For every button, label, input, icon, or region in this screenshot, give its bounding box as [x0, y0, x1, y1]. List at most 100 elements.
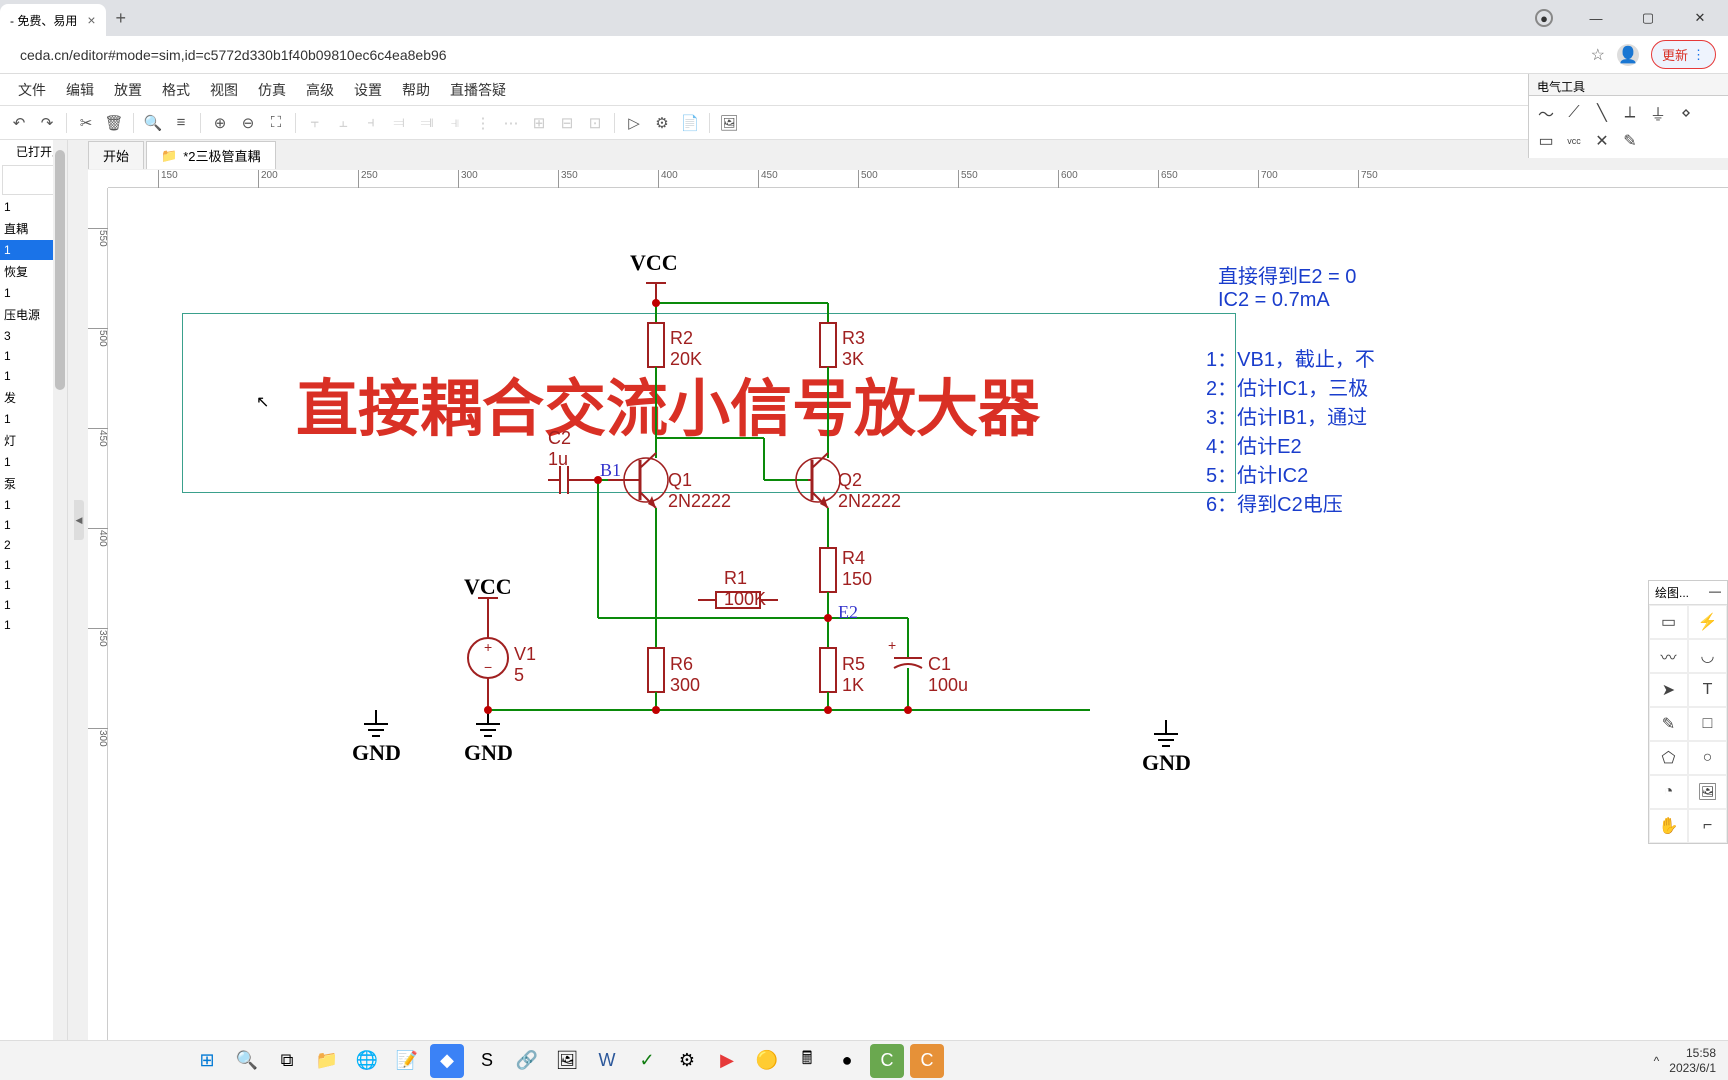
minimize-icon[interactable]: —	[1574, 3, 1618, 33]
taskbar-app5[interactable]: ▶	[710, 1044, 744, 1078]
undo-icon[interactable]: ↶	[6, 110, 32, 136]
gnd-icon[interactable]: ⏚	[1647, 102, 1669, 124]
svg-text:+: +	[888, 637, 896, 653]
taskbar-notes[interactable]: 📝	[390, 1044, 424, 1078]
label-vcc-left: VCC	[464, 574, 512, 600]
schematic-canvas[interactable]: 150200250300350400450500550600650700750 …	[88, 170, 1728, 1040]
ruler-vertical: 550500450400350300	[88, 188, 108, 1040]
url-field[interactable]: ceda.cn/editor#mode=sim,id=c5772d330b1f4…	[12, 47, 1591, 63]
line-icon[interactable]: ╲	[1591, 102, 1613, 124]
align-right-icon: ⫞	[358, 110, 384, 136]
taskbar-clock[interactable]: 15:58 2023/6/1	[1669, 1046, 1716, 1075]
flag-icon[interactable]: ▭	[1535, 130, 1557, 152]
draw-panel-minimize[interactable]: —	[1709, 584, 1721, 601]
draw-flash-icon[interactable]: ⚡	[1688, 605, 1727, 639]
draw-text-icon[interactable]: T	[1688, 673, 1727, 707]
menu-format[interactable]: 格式	[152, 80, 200, 100]
bookmark-icon[interactable]: ☆	[1591, 45, 1605, 65]
label-r3: R33K	[842, 328, 865, 370]
menu-edit[interactable]: 编辑	[56, 80, 104, 100]
browser-tab[interactable]: - 免费、易用 ×	[0, 4, 106, 36]
draw-circle-icon[interactable]: ○	[1688, 741, 1727, 775]
cut-icon[interactable]: ✂	[73, 110, 99, 136]
draw-hand-icon[interactable]: ✋	[1649, 809, 1688, 843]
label-gnd2: GND	[464, 740, 513, 766]
taskbar-app3[interactable]: ✓	[630, 1044, 664, 1078]
dist-v-icon: ⋯	[498, 110, 524, 136]
schematic-area[interactable]: ↖ 直接耦合交流小信号放大器	[108, 188, 1728, 1040]
wire-icon[interactable]: 〜	[1535, 102, 1557, 124]
close-window-icon[interactable]: ✕	[1678, 3, 1722, 33]
draw-square-icon[interactable]: □	[1688, 707, 1727, 741]
draw-line-icon[interactable]: ⌐	[1688, 809, 1727, 843]
pwr-icon[interactable]: ⋄	[1675, 102, 1697, 124]
menu-settings[interactable]: 设置	[344, 80, 392, 100]
taskbar-app2[interactable]: 🔗	[510, 1044, 544, 1078]
taskbar-chrome[interactable]: 🟡	[750, 1044, 784, 1078]
windows-taskbar: ⊞ 🔍 ⧉ 📁 🌐 📝 ◆ S 🔗 🖼 W ✓ ⚙ ▶ 🟡 🖩 ● C C ^ …	[0, 1040, 1728, 1080]
vcc-icon[interactable]: vcc	[1563, 130, 1585, 152]
run-icon[interactable]: ▷	[621, 110, 647, 136]
toolbar: ↶ ↷ ✂ 🗑 🔍 ≡ ⊕ ⊖ ⛶ ⫟ ⫠ ⫞ ⫤ ⫥ ⫣ ⋮ ⋯ ⊞ ⊟ ⊡ …	[0, 106, 1728, 140]
account-icon[interactable]: ●	[1522, 3, 1566, 33]
taskbar-calc[interactable]: 🖩	[790, 1044, 824, 1078]
taskbar-camtasia[interactable]: C	[870, 1044, 904, 1078]
maximize-icon[interactable]: ▢	[1626, 3, 1670, 33]
zoom-in-icon[interactable]: ⊕	[207, 110, 233, 136]
delete-icon[interactable]: 🗑	[101, 110, 127, 136]
taskbar-image[interactable]: 🖼	[550, 1044, 584, 1078]
address-bar: ceda.cn/editor#mode=sim,id=c5772d330b1f4…	[0, 36, 1728, 74]
sidebar-collapse-icon[interactable]: ◀	[74, 500, 84, 540]
taskbar-explorer[interactable]: 📁	[310, 1044, 344, 1078]
zoom-out-icon[interactable]: ⊖	[235, 110, 261, 136]
taskbar-sogou[interactable]: S	[470, 1044, 504, 1078]
zoom-fit-icon[interactable]: ⛶	[263, 110, 289, 136]
draw-rect-icon[interactable]: ▭	[1649, 605, 1688, 639]
draw-arrow-icon[interactable]: ➤	[1649, 673, 1688, 707]
taskbar-app1[interactable]: ◆	[430, 1044, 464, 1078]
new-tab-button[interactable]: +	[116, 8, 127, 29]
draw-arc-icon[interactable]: ◡	[1688, 639, 1727, 673]
project-sidebar: 已打开工 1 直耦 1 恢复 1 压电源 3 1 1 发 1 灯 1 泵 1 1…	[0, 140, 68, 1040]
label-gnd3: GND	[1142, 750, 1191, 776]
menu-sim[interactable]: 仿真	[248, 80, 296, 100]
draw-image-icon[interactable]: 🖼	[1688, 775, 1727, 809]
taskbar-search[interactable]: 🔍	[230, 1044, 264, 1078]
taskbar-taskview[interactable]: ⧉	[270, 1044, 304, 1078]
taskbar-app7[interactable]: C	[910, 1044, 944, 1078]
tab-home[interactable]: 开始	[88, 141, 144, 169]
menu-advanced[interactable]: 高级	[296, 80, 344, 100]
menu-file[interactable]: 文件	[8, 80, 56, 100]
draw-sector-icon[interactable]: ◔	[1649, 775, 1688, 809]
probe-icon[interactable]: ✎	[1619, 130, 1641, 152]
gear-icon[interactable]: ⚙	[649, 110, 675, 136]
taskbar-edge[interactable]: 🌐	[350, 1044, 384, 1078]
filter-icon[interactable]: ≡	[168, 110, 194, 136]
draw-pencil-icon[interactable]: ✎	[1649, 707, 1688, 741]
taskbar-app6[interactable]: ●	[830, 1044, 864, 1078]
menu-help[interactable]: 帮助	[392, 80, 440, 100]
search-icon[interactable]: 🔍	[140, 110, 166, 136]
image-icon[interactable]: 🖼	[716, 110, 742, 136]
taskbar-word[interactable]: W	[590, 1044, 624, 1078]
tray-chevron-icon[interactable]: ^	[1654, 1054, 1660, 1068]
bus-icon[interactable]: ⟋	[1563, 102, 1585, 124]
tab-document[interactable]: 📁 *2三极管直耦	[146, 141, 275, 169]
document-tabs: 开始 📁 *2三极管直耦	[88, 140, 278, 170]
menu-place[interactable]: 放置	[104, 80, 152, 100]
noconn-icon[interactable]: ✕	[1591, 130, 1613, 152]
menu-live[interactable]: 直播答疑	[440, 80, 516, 100]
align-bottom-icon: ⫣	[442, 110, 468, 136]
update-button[interactable]: 更新⋮	[1651, 40, 1716, 69]
draw-pentagon-icon[interactable]: ⬠	[1649, 741, 1688, 775]
draw-wave-icon[interactable]: 〰	[1649, 639, 1688, 673]
taskbar-app4[interactable]: ⚙	[670, 1044, 704, 1078]
doc-icon[interactable]: 📄	[677, 110, 703, 136]
profile-icon[interactable]: 👤	[1617, 44, 1639, 66]
taskbar-start[interactable]: ⊞	[190, 1044, 224, 1078]
redo-icon[interactable]: ↷	[34, 110, 60, 136]
net-icon[interactable]: ⟂	[1619, 102, 1641, 124]
menu-view[interactable]: 视图	[200, 80, 248, 100]
sidebar-scrollbar[interactable]	[53, 140, 67, 1040]
close-icon[interactable]: ×	[87, 12, 95, 28]
